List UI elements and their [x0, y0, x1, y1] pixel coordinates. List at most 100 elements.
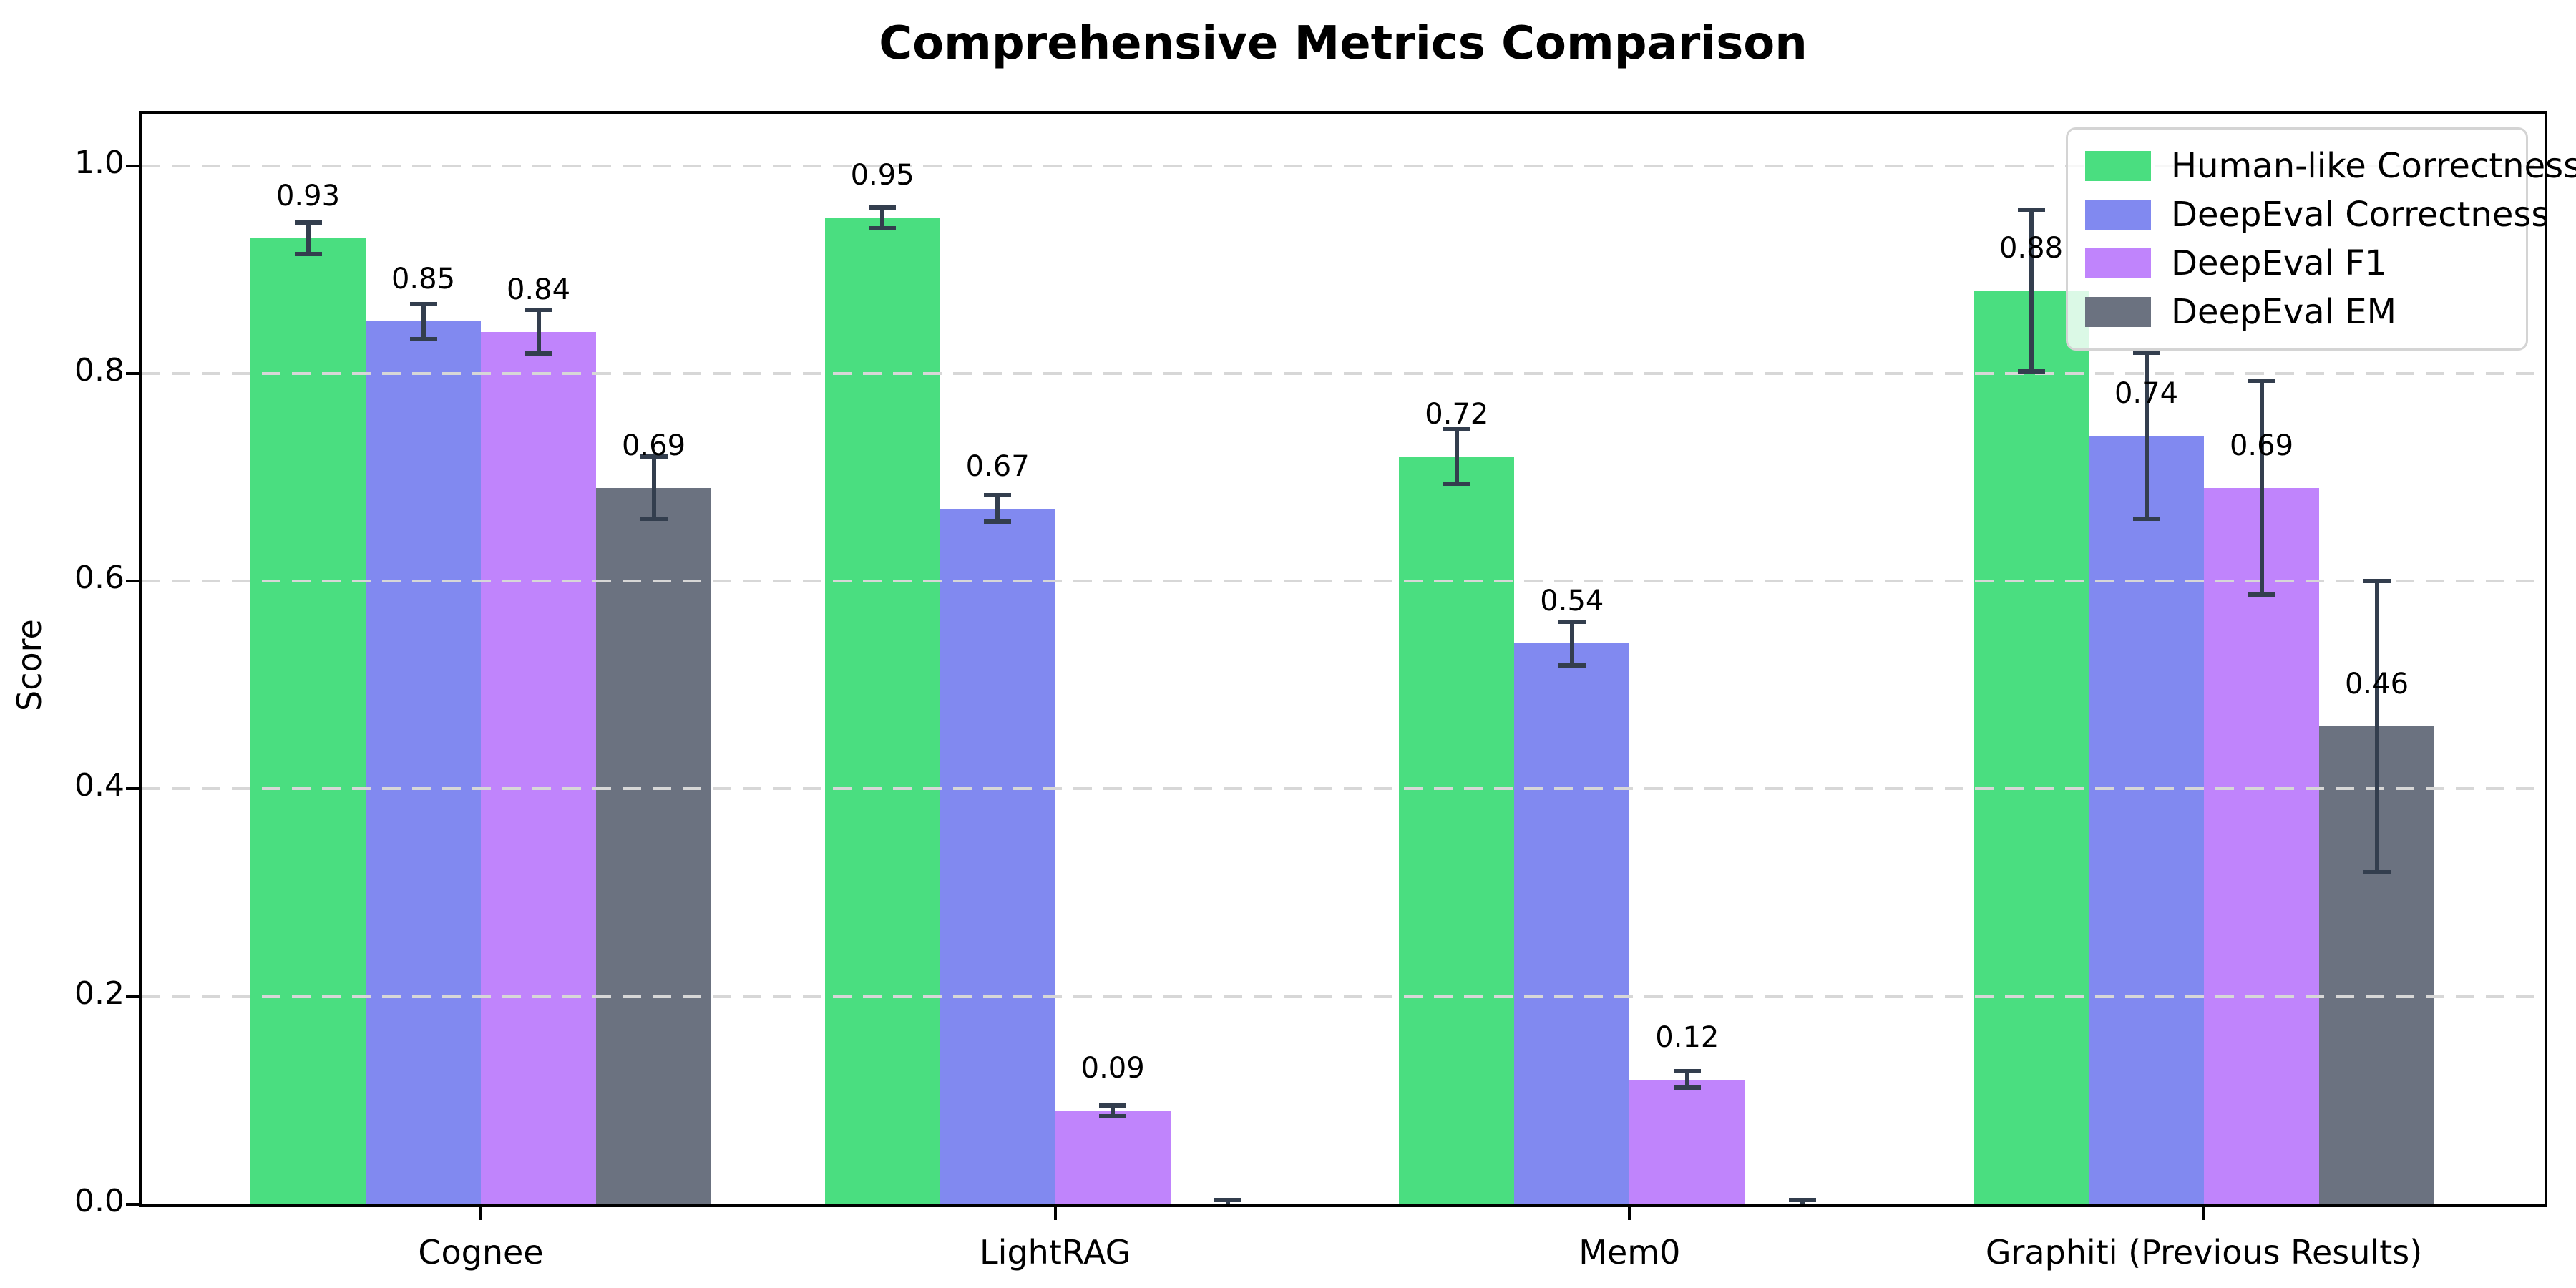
grid-layer — [142, 114, 2545, 1204]
error-bar-cap — [984, 519, 1012, 525]
plot-frame — [139, 111, 2547, 1207]
bar — [250, 238, 366, 1204]
bar-value-label: 0.67 — [965, 449, 1030, 483]
bar-value-label: 0.12 — [1655, 1020, 1719, 1054]
y-tick-label: 0.6 — [74, 560, 125, 597]
legend-label: DeepEval F1 — [2171, 243, 2387, 283]
bar-value-label: 0.69 — [2229, 429, 2294, 462]
x-tick-mark — [1628, 1207, 1631, 1220]
error-bar-cap — [2363, 869, 2391, 874]
bar — [366, 321, 481, 1204]
error-bar — [536, 310, 541, 354]
error-bar-cap — [2017, 207, 2045, 212]
x-tick-mark — [1053, 1207, 1057, 1220]
bar-value-label: 0.54 — [1540, 585, 1604, 618]
legend-swatch — [2085, 151, 2151, 181]
error-bar-cap — [2017, 369, 2045, 374]
error-bar-cap — [1099, 1113, 1127, 1118]
bar-value-label: 0.85 — [391, 263, 456, 296]
error-bar-cap — [1099, 1103, 1127, 1108]
x-tick-label: Cognee — [418, 1233, 544, 1272]
error-bar-cap — [2248, 379, 2275, 384]
legend-swatch — [2085, 248, 2151, 278]
y-tick-mark — [126, 787, 139, 791]
error-bar — [1569, 621, 1574, 665]
legend-label: Human-like Correctness — [2171, 146, 2576, 186]
gridline — [142, 371, 2545, 375]
bar — [2204, 487, 2319, 1204]
bar — [481, 331, 596, 1204]
bar-value-label: 0.46 — [2344, 668, 2409, 701]
x-tick-mark — [479, 1207, 482, 1220]
error-bar — [2029, 209, 2034, 371]
legend-item: Human-like Correctness — [2085, 145, 2576, 187]
legend-label: DeepEval EM — [2171, 292, 2396, 332]
gridline — [142, 995, 2545, 998]
bar-labels-layer: 0.93 0.85 0.84 0.69 0.95 0.67 0.09 0.72 0.54 0.12… — [142, 114, 2545, 1204]
bar — [1055, 1111, 1171, 1204]
y-tick-mark — [126, 371, 139, 375]
bar-value-label: 0.09 — [1080, 1052, 1145, 1085]
bar-value-label: 0.95 — [850, 159, 914, 192]
gridline — [142, 580, 2545, 583]
error-bar-cap — [1673, 1069, 1701, 1074]
y-tick-mark — [126, 164, 139, 167]
error-bar — [421, 303, 426, 339]
y-tick-label: 0.4 — [74, 767, 125, 804]
legend-item: DeepEval Correctness — [2085, 194, 2549, 235]
error-bar-cap — [1443, 481, 1470, 486]
bar-value-label: 0.88 — [1999, 231, 2064, 265]
bar — [940, 508, 1055, 1204]
error-bar — [995, 494, 1000, 522]
error-bar-cap — [984, 492, 1012, 497]
x-tick-mark — [2202, 1207, 2205, 1220]
bar-value-label: 0.84 — [506, 273, 571, 306]
x-tick-label: LightRAG — [980, 1233, 1131, 1272]
error-bar-cap — [640, 517, 668, 522]
bar — [1514, 643, 1630, 1204]
x-tick-label: Mem0 — [1579, 1233, 1681, 1272]
error-bar — [2374, 581, 2379, 872]
error-bar-cap — [2132, 350, 2160, 355]
legend-item: DeepEval F1 — [2085, 243, 2509, 284]
bar — [1974, 290, 2089, 1204]
y-tick-label: 0.2 — [74, 975, 125, 1012]
bar-value-label: 0.93 — [275, 180, 341, 213]
error-bar-cap — [409, 301, 437, 306]
error-bar-cap — [294, 251, 322, 256]
gridline — [142, 164, 2545, 167]
gridline — [142, 787, 2545, 791]
legend-label: DeepEval Correctness — [2171, 195, 2550, 235]
bar — [2089, 435, 2204, 1204]
error-bar — [1684, 1071, 1689, 1088]
error-bar-cap — [1558, 619, 1586, 624]
errorbars-layer — [142, 114, 2545, 1204]
y-tick-mark — [126, 580, 139, 583]
error-bar — [1111, 1106, 1116, 1116]
error-bar-cap — [525, 308, 552, 313]
bar — [824, 218, 940, 1204]
chart-title: Comprehensive Metrics Comparison — [879, 17, 1807, 70]
error-bar — [2259, 381, 2264, 595]
y-tick-mark — [126, 995, 139, 998]
y-tick-label: 1.0 — [74, 144, 125, 181]
legend-swatch — [2085, 200, 2151, 230]
y-tick-label: 0.8 — [74, 351, 125, 389]
error-bar-cap — [869, 205, 897, 210]
error-bar — [880, 207, 885, 228]
error-bar-cap — [869, 225, 897, 230]
error-bar-cap — [1214, 1198, 1242, 1203]
error-bar-cap — [1788, 1198, 1816, 1203]
error-bar-cap — [640, 454, 668, 459]
bar-value-label: 0.74 — [2114, 376, 2179, 410]
bar — [596, 487, 711, 1204]
error-bar-cap — [294, 220, 322, 225]
x-tick-label: Graphiti (Previous Results) — [1985, 1233, 2423, 1272]
legend: Human-like Correctness DeepEval Correctne… — [2066, 127, 2576, 351]
error-bar-cap — [1673, 1085, 1701, 1091]
error-bar-cap — [2248, 592, 2275, 597]
error-bar — [651, 456, 656, 519]
error-bar — [2144, 352, 2149, 519]
y-tick-label: 0.0 — [74, 1183, 125, 1219]
